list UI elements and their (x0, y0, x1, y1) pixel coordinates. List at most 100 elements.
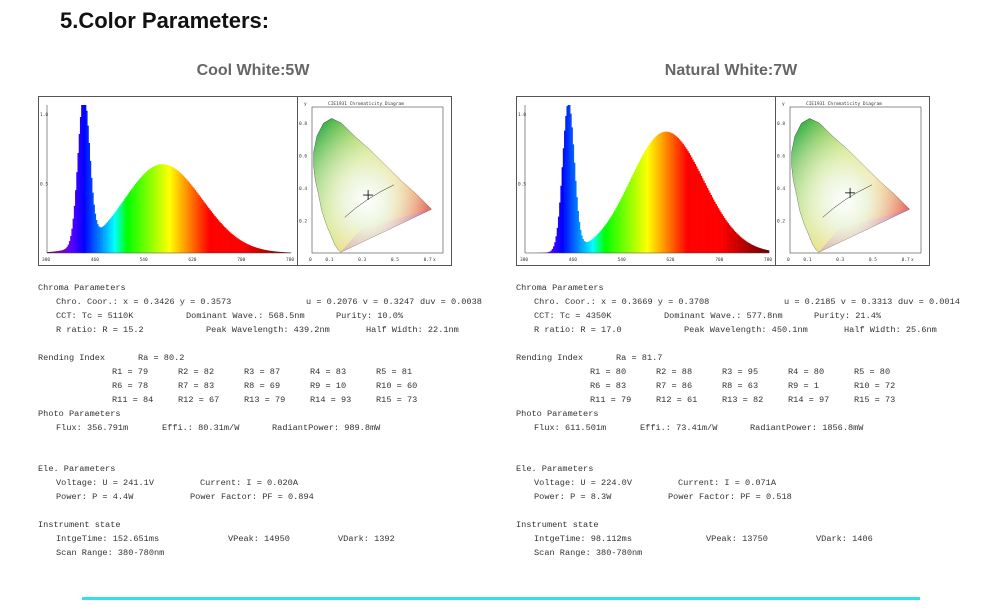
spectrum-bar (136, 182, 138, 253)
spectrum-bar (142, 175, 144, 253)
spectrum-chart: 1.0 0.5 380 460 540 620 700 780 (516, 96, 776, 266)
spectrum-bar (261, 249, 264, 253)
spectrum-bar (234, 236, 237, 253)
spectrum-bar (145, 171, 148, 253)
x-tick-label: 0.7 (902, 257, 910, 263)
spectrum-bar (175, 169, 177, 253)
spectrum-bar (695, 166, 698, 253)
spectrum-bar (282, 252, 284, 253)
vpeak: VPeak: 14950 (228, 534, 290, 544)
spectrum-bar (656, 135, 659, 253)
y-tick-label: 0.8 (299, 121, 307, 127)
half-width: Half Width: 22.1nm (366, 325, 459, 335)
spectrum-bar (548, 252, 550, 253)
spectrum-bar (644, 150, 647, 253)
spectrum-bar (56, 251, 59, 253)
x-axis-label: x (911, 258, 914, 263)
spectrum-bar (127, 193, 130, 253)
spectrum-bar (57, 250, 60, 253)
cie-title: CIE1931 Chromaticity Diagram (328, 101, 404, 107)
spectrum-bar (75, 190, 77, 253)
spectrum-bar (194, 190, 197, 253)
spectrum-bar (161, 164, 164, 253)
chroma-duv: duv = 0.0038 (420, 297, 482, 307)
spectrum-bar (90, 177, 93, 253)
r-cell: R1 = 79 (112, 367, 149, 377)
spectrum-bar (189, 183, 192, 253)
spectrum-bar (95, 220, 98, 253)
spectrum-bar (706, 187, 709, 253)
spectrum-bar (195, 191, 198, 253)
spectrum-bar (728, 224, 731, 253)
x-tick-label: 780 (764, 257, 772, 263)
spectrum-bar (211, 212, 214, 253)
r-cell: R14 = 93 (310, 395, 352, 405)
spectrum-bar (129, 190, 132, 253)
spectrum-bar (626, 186, 628, 253)
spectrum-bar (219, 221, 221, 253)
spectrum-bar (551, 248, 554, 253)
spectrum-bar (638, 161, 640, 253)
spectrum-bar (566, 106, 568, 254)
spectrum-bar (704, 183, 706, 253)
spectrum-bar (578, 221, 581, 253)
chroma-header: Chroma Parameters (38, 283, 126, 293)
chroma-duv: duv = 0.0014 (898, 297, 960, 307)
efficacy: Effi.: 73.41m/W (640, 423, 718, 433)
spectrum-bar (620, 199, 622, 253)
spectrum-bar (687, 151, 689, 253)
dominant-wave: Dominant Wave.: 568.5nm (186, 311, 305, 321)
spectrum-bar (629, 179, 632, 253)
spectrum-bar (212, 214, 215, 253)
power-factor: Power Factor: PF = 0.518 (668, 492, 792, 502)
spectrum-bar (186, 179, 188, 253)
x-tick-label: 540 (618, 257, 626, 263)
spectrum-bar (611, 214, 614, 253)
r-cell: R7 = 83 (178, 381, 215, 391)
spectrum-bar (660, 132, 662, 253)
spectrum-bar (66, 246, 69, 253)
y-tick-label: 0.8 (777, 121, 785, 127)
spectrum-bar (589, 240, 592, 253)
spectrum-bar (51, 251, 54, 253)
spectrum-bar (221, 224, 223, 253)
white-region (313, 118, 432, 253)
r-cell: R4 = 83 (310, 367, 347, 377)
spectrum-bar (744, 240, 747, 253)
spectrum-bar (280, 251, 282, 253)
spectrum-bar (617, 203, 620, 253)
spectrum-bar (765, 249, 767, 253)
y-tick-label: 0.6 (777, 154, 785, 160)
spectrum-bar (573, 162, 576, 253)
spectrum-bar (84, 105, 87, 253)
spectrum-bar (251, 246, 254, 253)
x-tick-label: 380 (520, 257, 528, 263)
spectrum-bar (679, 140, 682, 253)
r-cell: R14 = 97 (788, 395, 830, 405)
spectrum-bar (99, 227, 101, 253)
r-cell: R3 = 87 (244, 367, 281, 377)
r-cell: R13 = 82 (722, 395, 764, 405)
spectrum-bar (148, 169, 150, 253)
spectrum-bar (572, 144, 575, 253)
spectrum-bar (609, 218, 611, 253)
spectrum-bar (582, 238, 584, 253)
r-cell: R12 = 61 (656, 395, 698, 405)
spectrum-bar (78, 133, 81, 253)
spectrum-bar (222, 225, 225, 253)
spectrum-bar (264, 249, 266, 253)
integration-time: IntgeTime: 98.112ms (534, 534, 632, 544)
spectrum-bar (583, 240, 586, 253)
spectrum-bar (49, 251, 51, 253)
spectrum-bar (672, 133, 675, 253)
spectrum-bar (225, 228, 227, 253)
purity: Purity: 10.0% (336, 311, 404, 321)
power-factor: Power Factor: PF = 0.894 (190, 492, 314, 502)
spectrum-bar (88, 142, 90, 253)
spectrum-bar (76, 172, 78, 253)
spectrum-bar (178, 172, 181, 253)
spectrum-bar (697, 168, 699, 253)
spectrum-bar (577, 210, 579, 253)
x-axis-label: x (433, 258, 436, 263)
x-tick-label: 0 (787, 257, 790, 263)
